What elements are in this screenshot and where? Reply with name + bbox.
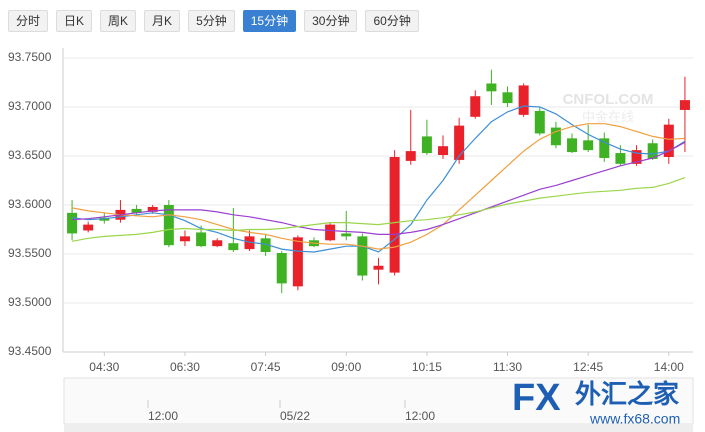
brand-url: www.fx68.com <box>589 411 680 427</box>
x-tick-label: 11:30 <box>493 360 522 374</box>
candle-body <box>83 224 94 231</box>
candle-body <box>276 253 287 284</box>
period-tab[interactable]: 15分钟 <box>242 10 297 32</box>
candle-body <box>567 138 578 153</box>
candle-body <box>663 124 674 157</box>
scrollbar <box>64 424 693 432</box>
candle-body <box>438 146 449 156</box>
y-tick-label: 93.5500 <box>8 246 52 260</box>
candle-body <box>599 138 610 158</box>
candle-body <box>454 125 465 160</box>
moving-average-line <box>72 141 686 235</box>
y-tick-label: 93.6500 <box>8 148 52 162</box>
candle-body <box>679 100 690 110</box>
toolbar: 分时 日K 周K 月K 5分钟 15分钟 30分钟 60分钟 <box>8 10 419 32</box>
moving-average-line <box>71 123 685 250</box>
candle-body <box>341 233 352 237</box>
brand-logo: FX <box>512 377 561 419</box>
navigator <box>63 377 694 425</box>
x-tick-label: 12:45 <box>573 360 603 374</box>
candle-body <box>550 127 561 146</box>
y-tick-label: 93.5000 <box>8 295 52 309</box>
brand-name: 外汇之家 <box>575 379 679 409</box>
navigator-label: 12:00 <box>148 409 178 423</box>
candle-body <box>357 236 368 276</box>
period-tab[interactable]: 月K <box>144 10 181 32</box>
period-tab[interactable]: 日K <box>56 10 93 32</box>
period-tab[interactable]: 5分钟 <box>188 10 235 32</box>
x-tick-label: 07:45 <box>251 360 281 374</box>
candle-body <box>260 238 271 253</box>
x-tick-label: 14:00 <box>654 360 684 374</box>
candle-body <box>67 212 78 234</box>
candle-body <box>179 236 190 242</box>
candle-body <box>583 140 594 151</box>
period-tab[interactable]: 周K <box>100 10 137 32</box>
candle-body <box>147 206 158 212</box>
candle-body <box>389 156 400 273</box>
candle-body <box>325 224 336 241</box>
navigator-label: 05/22 <box>280 409 310 423</box>
y-tick-label: 93.4500 <box>8 344 52 358</box>
x-tick-label: 09:00 <box>331 360 361 374</box>
candle-body <box>615 153 626 164</box>
candle-body <box>647 143 658 159</box>
x-tick-label: 06:30 <box>170 360 200 374</box>
candle-body <box>502 92 513 104</box>
x-tick-label: 04:30 <box>89 360 119 374</box>
period-tab[interactable]: 60分钟 <box>365 10 419 32</box>
candle-body <box>534 110 545 134</box>
candle-body <box>292 237 303 287</box>
candle-body <box>131 208 142 213</box>
y-tick-label: 93.7500 <box>8 50 52 64</box>
candle-body <box>196 232 207 247</box>
candle-body <box>373 265 384 270</box>
candle-body <box>163 205 174 246</box>
candle-body <box>212 240 223 247</box>
candle-body <box>631 150 642 164</box>
moving-average-line <box>71 177 686 242</box>
candle-body <box>421 136 432 154</box>
y-tick-label: 93.6000 <box>8 197 52 211</box>
candle-body <box>405 151 416 161</box>
moving-average-line <box>72 105 686 253</box>
period-tab[interactable]: 30分钟 <box>304 10 358 32</box>
x-tick-label: 10:15 <box>412 360 442 374</box>
candle-body <box>518 85 529 115</box>
candle-body <box>228 243 239 251</box>
candle-body <box>486 83 497 92</box>
y-tick-label: 93.7000 <box>8 99 52 113</box>
navigator-label: 12:00 <box>405 409 435 423</box>
watermark: CNFOL.COM <box>563 91 654 108</box>
candle-body <box>470 96 481 117</box>
watermark: 中金在线 <box>582 109 634 124</box>
period-tab[interactable]: 分时 <box>8 10 49 32</box>
